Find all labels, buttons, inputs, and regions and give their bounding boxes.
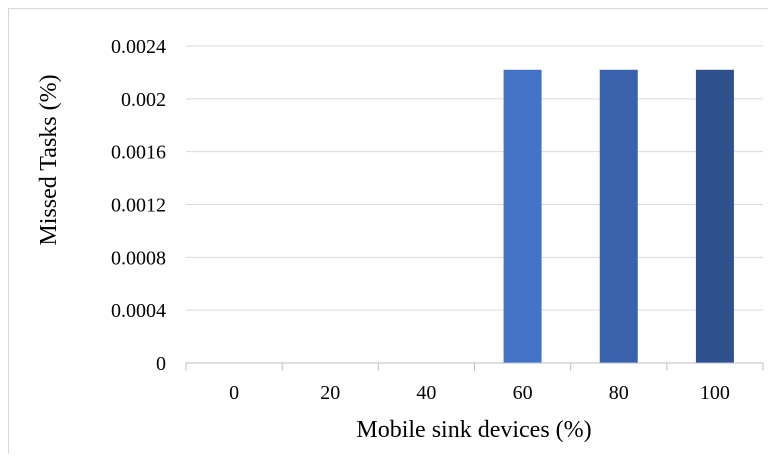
gridlines xyxy=(186,45,763,311)
x-axis-title: Mobile sink devices (%) xyxy=(356,417,591,443)
bars xyxy=(503,69,734,364)
chart-frame xyxy=(8,8,768,454)
y-tick-label: 0.0012 xyxy=(111,195,166,217)
x-tick-label: 20 xyxy=(320,382,340,404)
y-tick-label: 0.002 xyxy=(121,89,166,111)
y-tick-label: 0 xyxy=(156,353,166,375)
y-tick-label: 0.0024 xyxy=(111,36,166,58)
y-tick-label: 0.0004 xyxy=(111,300,166,322)
x-axis xyxy=(185,362,764,371)
x-tick-label: 80 xyxy=(609,382,629,404)
y-axis-title: Missed Tasks (%) xyxy=(36,74,62,245)
x-tick-label: 60 xyxy=(513,382,533,404)
bar-80 xyxy=(599,69,638,364)
bar-60 xyxy=(503,69,542,364)
y-tick-label: 0.0008 xyxy=(111,247,166,269)
x-tick-label: 40 xyxy=(416,382,436,404)
x-tick-label: 0 xyxy=(229,382,239,404)
y-tick-label: 0.0016 xyxy=(111,142,166,164)
bar-100 xyxy=(695,69,734,364)
x-tick-label: 100 xyxy=(700,382,730,404)
x-axis-ticks: 0 20 40 60 80 100 xyxy=(229,382,730,404)
y-axis-ticks: 0 0.0004 0.0008 0.0012 0.0016 0.002 0.0024 xyxy=(111,36,166,375)
